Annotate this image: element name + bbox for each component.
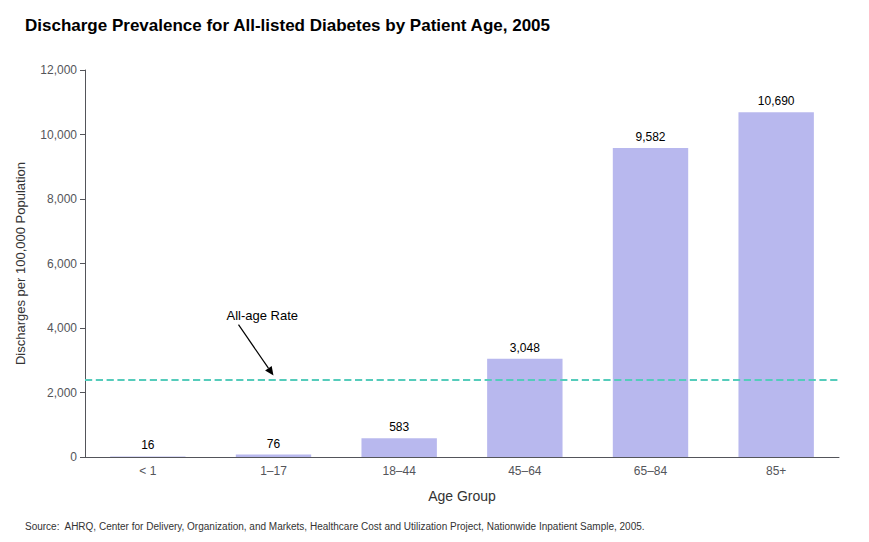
svg-text:583: 583 [389, 420, 409, 434]
svg-text:65–84: 65–84 [634, 464, 668, 478]
svg-text:18–44: 18–44 [382, 464, 416, 478]
svg-text:1–17: 1–17 [260, 464, 287, 478]
svg-text:0: 0 [70, 450, 77, 464]
svg-text:Source: AHRQ, Center for Deli: Source: AHRQ, Center for Delivery, Organ… [25, 521, 645, 532]
svg-text:4,000: 4,000 [47, 321, 77, 335]
svg-text:16: 16 [141, 438, 155, 452]
svg-text:6,000: 6,000 [47, 257, 77, 271]
svg-text:3,048: 3,048 [510, 341, 540, 355]
svg-text:< 1: < 1 [139, 464, 156, 478]
svg-text:12,000: 12,000 [40, 63, 77, 77]
svg-text:45–64: 45–64 [508, 464, 542, 478]
svg-text:10,690: 10,690 [758, 94, 795, 108]
svg-text:Discharge Prevalence for All-l: Discharge Prevalence for All-listed Diab… [25, 16, 550, 35]
svg-text:9,582: 9,582 [635, 130, 665, 144]
svg-text:Discharges per 100,000 Populat: Discharges per 100,000 Population [13, 162, 28, 365]
svg-text:Age Group: Age Group [428, 488, 496, 504]
svg-text:85+: 85+ [766, 464, 786, 478]
svg-text:10,000: 10,000 [40, 128, 77, 142]
svg-text:76: 76 [267, 437, 281, 451]
svg-text:8,000: 8,000 [47, 192, 77, 206]
svg-text:2,000: 2,000 [47, 386, 77, 400]
svg-text:All-age Rate: All-age Rate [227, 308, 299, 323]
